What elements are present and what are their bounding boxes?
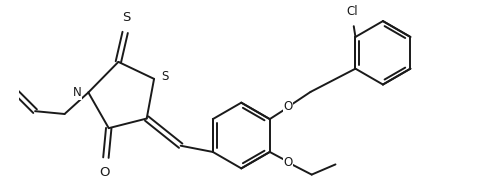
- Text: S: S: [122, 11, 130, 24]
- Text: N: N: [73, 86, 82, 99]
- Text: O: O: [283, 156, 293, 169]
- Text: Cl: Cl: [347, 5, 359, 18]
- Text: O: O: [100, 166, 110, 179]
- Text: S: S: [161, 70, 169, 83]
- Text: O: O: [283, 100, 293, 113]
